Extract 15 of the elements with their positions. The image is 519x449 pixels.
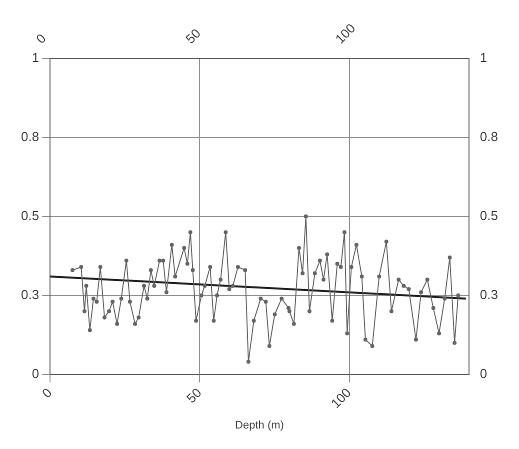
x-tick-label: 50 — [182, 26, 204, 47]
x-axis-title: Depth (m) — [235, 419, 284, 432]
y-tick-label: 0.8 — [20, 128, 40, 144]
y-tick-label: 1 — [32, 50, 40, 65]
x-tick-label: 100 — [332, 20, 358, 47]
y2-tick-label: 0.3 — [480, 286, 498, 302]
y2-tick-label: 0.5 — [480, 208, 498, 223]
y2-tick-label: 0.8 — [480, 128, 498, 144]
y-tick-label: 0 — [32, 366, 40, 382]
y-tick-label: 0.5 — [20, 208, 40, 223]
y2-tick-label: 1 — [480, 50, 488, 65]
y-tick-label: 0.3 — [20, 286, 40, 302]
y2-tick-label: 0 — [480, 366, 488, 382]
x2-tick-label: 50 — [183, 384, 204, 406]
x2-tick-label: 100 — [328, 384, 354, 411]
